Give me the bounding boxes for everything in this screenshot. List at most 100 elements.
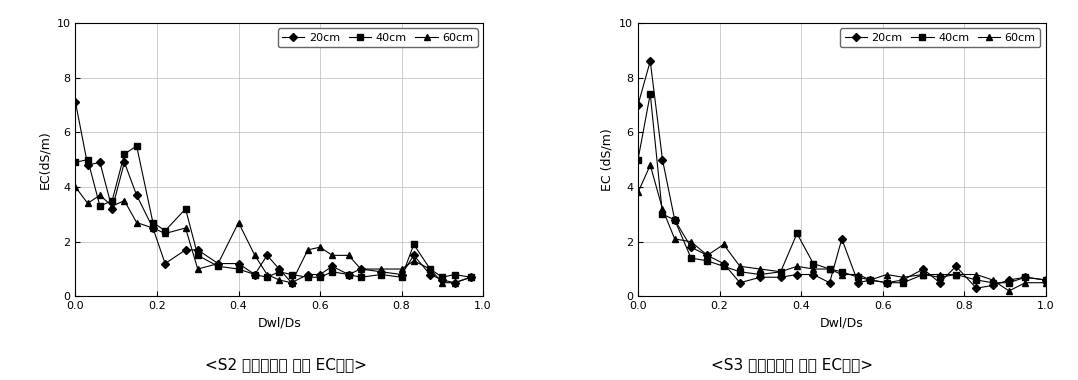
40cm [986,280,999,285]
40cm [158,228,171,233]
60cm [147,226,160,230]
40cm [448,272,461,277]
40cm [248,272,261,277]
20cm [448,280,461,285]
20cm [191,248,204,252]
60cm [657,207,669,211]
40cm [81,157,94,162]
60cm [950,272,963,277]
60cm [448,280,461,285]
40cm [326,269,338,274]
60cm [754,267,766,271]
20cm [970,286,983,290]
20cm [342,272,355,277]
60cm [701,253,714,258]
20cm [824,280,837,285]
Text: <S3 토양에서의 토양 EC변화>: <S3 토양에서의 토양 EC변화> [711,357,873,372]
60cm [375,267,388,271]
40cm [701,258,714,263]
20cm [897,278,910,282]
20cm [211,261,224,266]
20cm [69,100,82,104]
Line: 20cm: 20cm [635,58,1049,291]
20cm [94,160,107,165]
60cm [863,278,876,282]
60cm [130,220,143,225]
40cm [950,272,963,277]
60cm [1039,280,1052,285]
20cm [790,272,803,277]
20cm [355,267,368,271]
60cm [396,267,409,271]
Text: <S2 토양에서의 토양 EC변화>: <S2 토양에서의 토양 EC변화> [205,357,367,372]
20cm [668,217,681,222]
20cm [644,59,657,63]
40cm [465,275,478,280]
40cm [835,269,848,274]
40cm [733,269,746,274]
40cm [897,280,910,285]
60cm [285,280,298,285]
40cm [375,272,388,277]
40cm [69,160,82,165]
Line: 20cm: 20cm [72,99,473,285]
60cm [668,237,681,241]
60cm [790,264,803,269]
40cm [644,92,657,96]
20cm [273,267,286,271]
20cm [1003,278,1015,282]
20cm [1039,278,1052,282]
40cm [232,267,245,271]
40cm [717,264,730,269]
40cm [94,204,107,208]
Legend: 20cm, 40cm, 60cm: 20cm, 40cm, 60cm [278,28,478,47]
40cm [191,253,204,258]
40cm [396,275,409,280]
40cm [917,272,930,277]
20cm [657,157,669,162]
40cm [1039,278,1052,282]
20cm [701,253,714,258]
20cm [852,280,865,285]
40cm [147,220,160,225]
60cm [897,275,910,280]
60cm [1003,289,1015,293]
60cm [881,272,894,277]
20cm [314,272,327,277]
20cm [407,253,420,258]
40cm [790,231,803,236]
60cm [852,272,865,277]
40cm [302,275,315,280]
60cm [1019,280,1032,285]
60cm [733,264,746,269]
20cm [934,280,946,285]
20cm [685,245,697,249]
60cm [191,267,204,271]
20cm [158,261,171,266]
60cm [465,275,478,280]
20cm [261,253,274,258]
40cm [106,198,119,203]
60cm [717,242,730,247]
Legend: 20cm, 40cm, 60cm: 20cm, 40cm, 60cm [840,28,1040,47]
Line: 60cm: 60cm [635,162,1049,294]
20cm [147,226,160,230]
40cm [436,275,448,280]
40cm [863,278,876,282]
40cm [806,261,819,266]
60cm [424,267,437,271]
40cm [342,272,355,277]
60cm [685,239,697,244]
60cm [179,226,192,230]
60cm [232,220,245,225]
20cm [106,207,119,211]
Y-axis label: EC (dS/m): EC (dS/m) [600,128,613,191]
20cm [81,163,94,167]
20cm [436,278,448,282]
60cm [158,231,171,236]
X-axis label: Dwl/Ds: Dwl/Ds [258,317,301,330]
60cm [436,280,448,285]
20cm [632,103,645,107]
60cm [314,245,327,249]
60cm [644,163,657,167]
